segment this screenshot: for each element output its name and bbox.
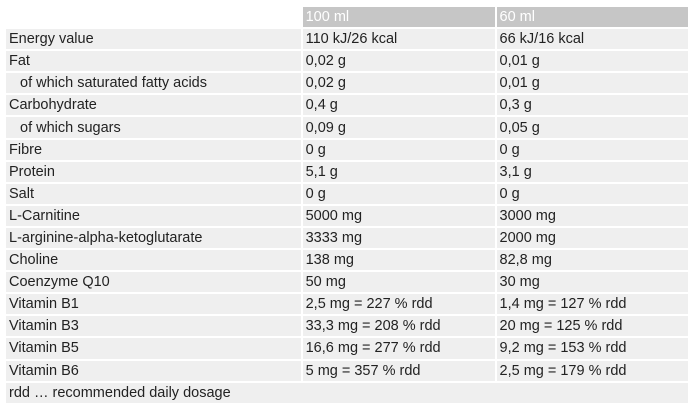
value-cell: 2000 mg [494, 225, 691, 251]
value-cell: 0 g [300, 181, 497, 206]
value-cell: 0,3 g [494, 93, 691, 118]
row-label: of which saturated fatty acids [4, 71, 303, 96]
value-cell: 16,6 mg = 277 % rdd [300, 336, 497, 361]
value-cell: 3,1 g [494, 159, 691, 184]
value-cell: 33,3 mg = 208 % rdd [300, 314, 497, 339]
value-cell: 5 mg = 357 % rdd [300, 358, 497, 383]
table-row: of which saturated fatty acids 0,02 g 0,01… [4, 71, 691, 96]
footnote: rdd … recommended daily dosage [4, 380, 690, 405]
table-row: L-Carnitine 5000 mg 3000 mg [4, 203, 691, 228]
header-cell: 60 ml [494, 4, 691, 30]
value-cell: 82,8 mg [494, 248, 691, 273]
table-row: Energy value 110 kJ/26 kcal 66 kJ/16 kcal [4, 27, 691, 52]
value-cell: 0 g [494, 137, 691, 162]
footnote-row: rdd … recommended daily dosage [4, 380, 690, 405]
value-cell: 2,5 mg = 227 % rdd [300, 292, 497, 317]
row-label: Carbohydrate [4, 93, 303, 118]
table-row: Carbohydrate 0,4 g 0,3 g [4, 93, 691, 118]
value-cell: 3333 mg [300, 225, 497, 251]
header-row: 100 ml 60 ml [4, 4, 691, 30]
row-label: Fat [4, 49, 303, 74]
value-cell: 110 kJ/26 kcal [300, 27, 497, 52]
value-cell: 30 mg [494, 270, 691, 295]
row-label: Vitamin B1 [4, 292, 303, 317]
value-cell: 138 mg [300, 248, 497, 273]
table-row: Choline 138 mg 82,8 mg [4, 248, 691, 273]
table-row: Vitamin B6 5 mg = 357 % rdd 2,5 mg = 179 %… [4, 358, 691, 383]
table-row: L-arginine-alpha-ketoglutarate 3333 mg 200… [4, 225, 691, 251]
row-label: L-arginine-alpha-ketoglutarate [4, 225, 303, 251]
value-cell: 3000 mg [494, 203, 691, 228]
table-row: of which sugars 0,09 g 0,05 g [4, 115, 691, 140]
row-label: Protein [4, 159, 303, 184]
row-label: Coenzyme Q10 [4, 270, 303, 295]
value-cell: 1,4 mg = 127 % rdd [494, 292, 691, 317]
header-cell: 100 ml [300, 4, 497, 30]
row-label: Vitamin B5 [4, 336, 303, 361]
table-row: Vitamin B3 33,3 mg = 208 % rdd 20 mg = 125… [4, 314, 691, 339]
row-label: Fibre [4, 137, 303, 162]
row-label: L-Carnitine [4, 203, 303, 228]
row-label: Salt [4, 181, 303, 206]
table-row: Vitamin B5 16,6 mg = 277 % rdd 9,2 mg = 15… [4, 336, 691, 361]
table-row: Vitamin B1 2,5 mg = 227 % rdd 1,4 mg = 127… [4, 292, 691, 317]
table-row: Protein 5,1 g 3,1 g [4, 159, 691, 184]
row-label: Energy value [4, 27, 303, 52]
value-cell: 0 g [300, 137, 497, 162]
value-cell: 50 mg [300, 270, 497, 295]
table-row: Coenzyme Q10 50 mg 30 mg [4, 270, 691, 295]
value-cell: 0 g [494, 181, 691, 206]
value-cell: 2,5 mg = 179 % rdd [494, 358, 691, 383]
value-cell: 0,02 g [300, 71, 497, 96]
value-cell: 5000 mg [300, 203, 497, 228]
value-cell: 0,01 g [494, 49, 691, 74]
header-empty-cell [4, 4, 303, 30]
value-cell: 0,4 g [300, 93, 497, 118]
row-label: Vitamin B3 [4, 314, 303, 339]
value-cell: 0,05 g [494, 115, 691, 140]
row-label: Choline [4, 248, 303, 273]
value-cell: 0,02 g [300, 49, 497, 74]
row-label: of which sugars [4, 115, 303, 140]
value-cell: 20 mg = 125 % rdd [494, 314, 691, 339]
table-row: Fat 0,02 g 0,01 g [4, 49, 691, 74]
table-body: 100 ml 60 ml Energy value 110 kJ/26 kcal 6… [4, 4, 691, 405]
row-label: Vitamin B6 [4, 358, 303, 383]
value-cell: 0,09 g [300, 115, 497, 140]
value-cell: 0,01 g [494, 71, 691, 96]
value-cell: 9,2 mg = 153 % rdd [494, 336, 691, 361]
value-cell: 66 kJ/16 kcal [494, 27, 691, 52]
value-cell: 5,1 g [300, 159, 497, 184]
nutrition-table: 100 ml 60 ml Energy value 110 kJ/26 kcal 6… [4, 4, 691, 405]
